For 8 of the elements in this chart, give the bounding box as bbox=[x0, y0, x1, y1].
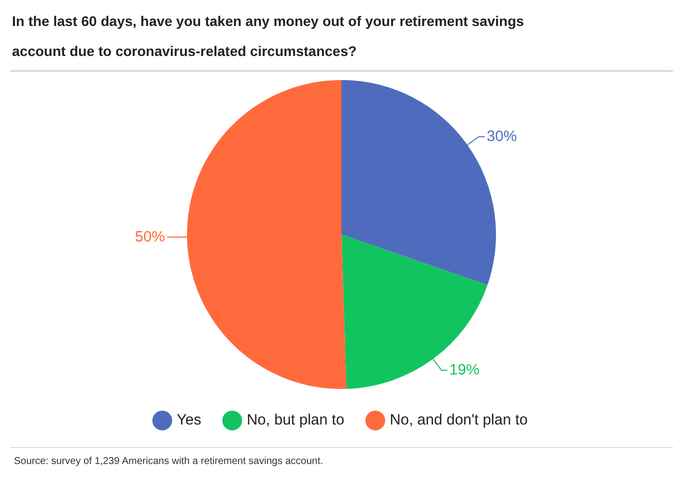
legend-label: No, and don't plan to bbox=[390, 412, 528, 429]
data-label: 50% bbox=[134, 228, 166, 246]
legend-label: No, but plan to bbox=[246, 412, 344, 429]
source-note: Source: survey of 1,239 Americans with a retirement savings account. bbox=[14, 456, 324, 467]
data-label: 19% bbox=[449, 361, 480, 378]
data-label: 30% bbox=[486, 128, 517, 145]
chart-title: In the last 60 days, have you taken any money out of your retirement savings account due to coronavirus-related circumstances? bbox=[12, 12, 525, 61]
legend-label: Yes bbox=[176, 412, 202, 429]
